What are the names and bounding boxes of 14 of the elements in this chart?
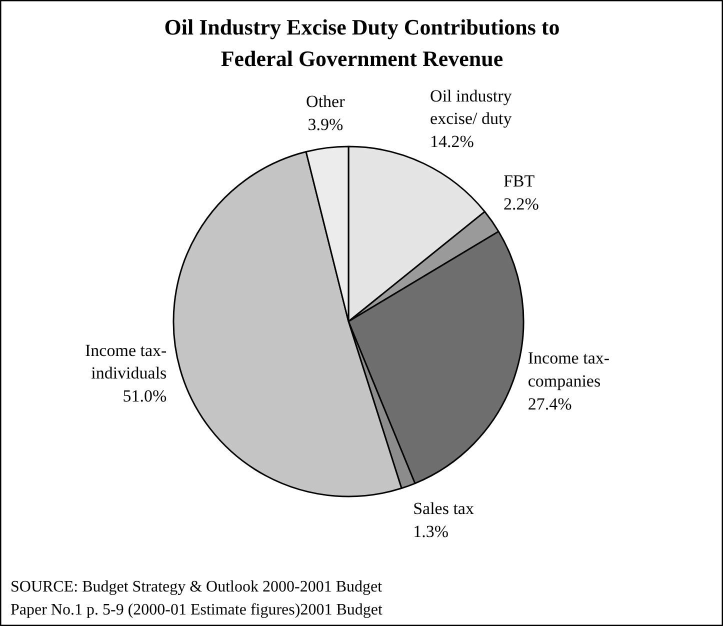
- slice-label: Oil industry excise/ duty: [430, 86, 512, 128]
- data-label: 3.9%: [308, 114, 344, 134]
- data-label: 27.4%: [528, 394, 572, 414]
- slice-label: Income tax- companies: [528, 348, 610, 391]
- data-label: 51.0%: [122, 386, 167, 406]
- data-label: 1.3%: [413, 522, 448, 541]
- chart-title: Oil Industry Excise Duty Contributions to Federal Government Revenue: [164, 14, 560, 71]
- slice-label: FBT: [503, 172, 536, 191]
- data-label: 2.2%: [503, 194, 539, 214]
- slice-label: Other: [306, 92, 346, 112]
- slice-label: Income tax- individuals: [85, 340, 168, 383]
- data-label: 14.2%: [430, 132, 474, 151]
- source-note: SOURCE: Budget Strategy & Outlook 2000-2001 Budget Paper No.1 p. 5-9 (2000-01 Estimate figures)2001 Budget: [10, 578, 383, 618]
- slice-label: Sales tax: [413, 499, 474, 518]
